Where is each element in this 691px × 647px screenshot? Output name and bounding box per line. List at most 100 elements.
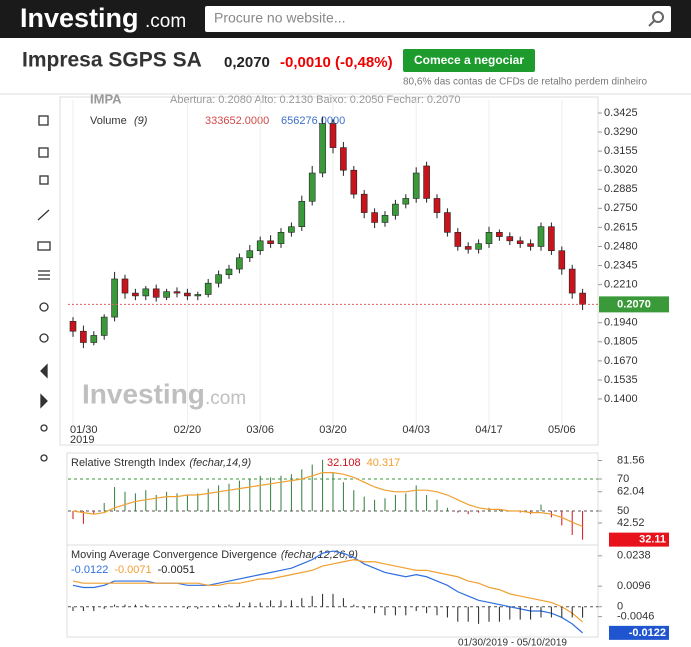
y-tick-label: 0.3155: [604, 145, 638, 157]
last-value-label: -0.0122: [629, 627, 666, 639]
trade-button[interactable]: [403, 49, 535, 72]
candle-body: [152, 288, 160, 298]
search-placeholder[interactable]: Procure no website...: [214, 10, 346, 26]
y-tick-label: 0.1535: [604, 374, 638, 386]
candle-body: [433, 198, 441, 213]
candle-body: [444, 212, 451, 233]
volume-ma: 656276.0000: [281, 115, 345, 127]
chart-symbol: IMPA: [90, 91, 122, 106]
price: 0,2070: [224, 54, 270, 71]
last-price-label: 0.2070: [617, 298, 651, 310]
candle-body: [246, 250, 254, 259]
candle-body: [236, 257, 243, 270]
y-tick-label: 0.3290: [604, 126, 638, 138]
y-tick-label: 0.2615: [604, 221, 638, 233]
y-tick-label: 81.56: [617, 454, 645, 466]
candle-body: [516, 240, 524, 244]
candle-body: [537, 226, 545, 247]
candle-body: [423, 165, 430, 199]
candle-body: [579, 292, 586, 305]
y-tick-label: 0.2210: [604, 279, 638, 291]
indicator-title: Moving Average Convergence Divergence: [71, 549, 277, 561]
price-frame: [59, 96, 599, 446]
x-tick-label: 02/20: [174, 424, 202, 436]
y-tick-label: 0.1805: [604, 336, 638, 348]
trade-button-label[interactable]: Comece a negociar: [414, 53, 524, 67]
candle-body: [527, 243, 534, 247]
last-price-badge: [599, 296, 669, 313]
candle-body: [163, 291, 170, 298]
candle-body: [350, 169, 358, 195]
candle-body: [90, 335, 98, 343]
y-tick-label: -0.0046: [617, 610, 654, 622]
y-tick-label: 50: [617, 505, 629, 517]
disclaimer: 80,6% das contas de CFDs de retalho perd…: [403, 77, 647, 88]
logo[interactable]: Investing: [20, 3, 139, 33]
candle-body: [142, 288, 150, 297]
toolbar[interactable]: [37, 115, 51, 462]
candle-body: [340, 147, 347, 171]
candle-body: [392, 203, 399, 216]
y-tick-label: 0.1400: [604, 393, 638, 405]
indicator-value: 32.108: [327, 457, 361, 469]
watermark: Investing: [82, 378, 205, 409]
date-range: 01/30/2019 - 05/10/2019: [458, 638, 567, 647]
search-icon[interactable]: [648, 11, 664, 27]
candle-body: [121, 278, 129, 294]
ohlc-legend: Abertura: 0.2080 Alto: 0.2130 Baixo: 0.2…: [170, 94, 461, 106]
candle-body: [454, 232, 462, 247]
candle-body: [132, 292, 139, 297]
x-tick-label: 04/17: [475, 424, 503, 436]
candle-body: [558, 250, 566, 270]
logo-suffix[interactable]: .com: [145, 11, 186, 32]
y-tick-label: 42.52: [617, 517, 645, 529]
candle-body: [464, 246, 472, 250]
x-tick-label: 05/06: [548, 424, 576, 436]
y-tick-label: 0.2345: [604, 259, 638, 271]
candle-body: [225, 268, 233, 276]
indicator-value: -0.0122: [71, 564, 108, 576]
y-tick-label: 0.2480: [604, 240, 638, 252]
volume-params: (9): [134, 115, 148, 127]
indicator-value: -0.0051: [158, 564, 195, 576]
indicator-line: [72, 559, 583, 623]
candle-body: [80, 330, 87, 343]
watermark-suffix: .com: [205, 388, 246, 409]
candle-body: [184, 292, 191, 297]
candle-body: [381, 215, 389, 223]
candle-body: [111, 278, 118, 318]
y-tick-label: 0.3020: [604, 164, 638, 176]
candle-body: [402, 198, 410, 205]
y-tick-label: 0.3425: [604, 107, 638, 119]
indicator-value: 40.317: [367, 457, 401, 469]
candle-body: [496, 232, 503, 237]
y-tick-label: 70: [617, 473, 629, 485]
candle-body: [475, 243, 482, 250]
search-box[interactable]: [205, 6, 671, 32]
candle-body: [371, 212, 378, 223]
x-tick-label: 01/30: [70, 424, 98, 436]
candle-body: [215, 274, 222, 284]
candle-body: [100, 316, 108, 336]
y-tick-label: 0: [617, 601, 623, 613]
y-tick-label: 0.0238: [617, 550, 651, 562]
indicator-value: -0.0071: [114, 564, 151, 576]
volume-label: Volume: [90, 115, 127, 127]
candle-body: [256, 240, 264, 252]
x-tick-label: 03/20: [319, 424, 347, 436]
last-value-label: 32.11: [639, 534, 666, 546]
candle-body: [204, 282, 212, 295]
candle-body: [267, 240, 274, 244]
y-tick-label: 0.1670: [604, 355, 638, 367]
x-tick-label: 03/06: [246, 424, 274, 436]
volume-value: 333652.0000: [205, 115, 269, 127]
candle-body: [548, 226, 555, 252]
candle-body: [360, 193, 368, 213]
candle-body: [277, 232, 285, 244]
candle-body: [568, 268, 576, 294]
candle-body: [319, 123, 326, 174]
candle-body: [194, 294, 202, 297]
indicator-line: [72, 472, 583, 528]
